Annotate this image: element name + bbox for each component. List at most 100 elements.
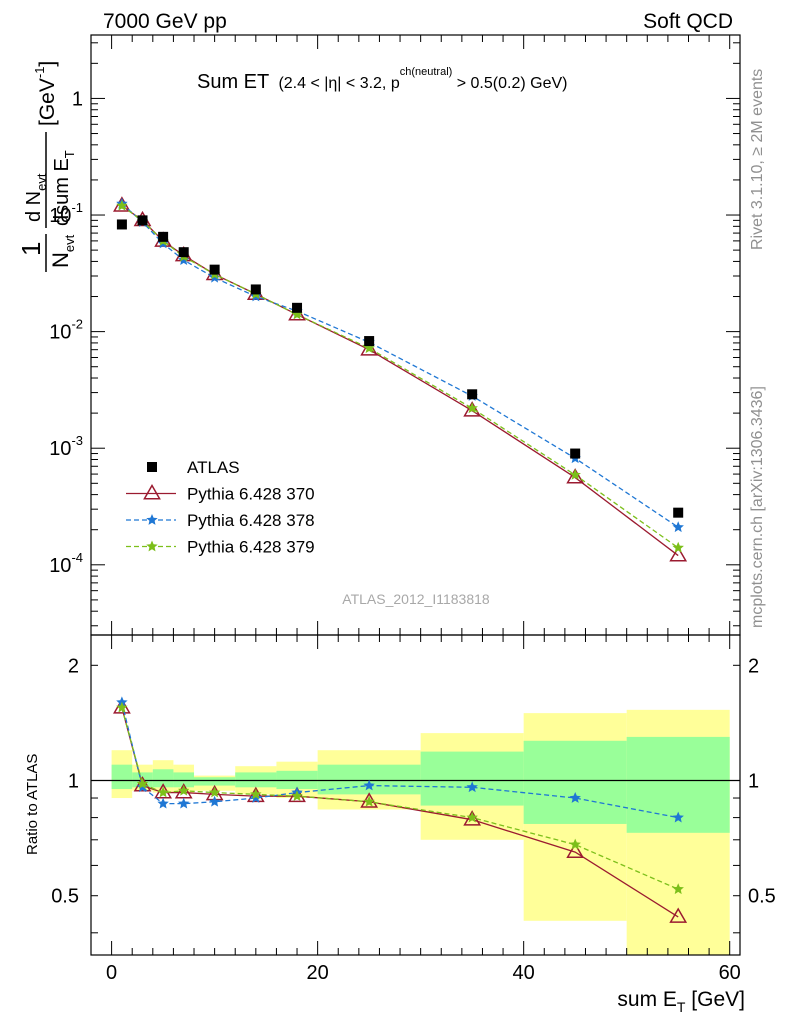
analysis-watermark: ATLAS_2012_I1183818 bbox=[342, 591, 490, 607]
ratio-series-1-point-8 bbox=[463, 810, 482, 826]
main-series-0-point-7 bbox=[364, 336, 375, 347]
ratio-series-3-point-4 bbox=[208, 786, 221, 798]
ratio-series-1-point-10 bbox=[669, 907, 688, 923]
ratio-panel-axes: 0.5 0.51 12 20 20 40 60 bbox=[51, 634, 776, 984]
ratio-series-2-point-4 bbox=[208, 795, 221, 807]
legend-marker-2 bbox=[146, 514, 158, 525]
xtick-label-3: 60 bbox=[719, 962, 741, 984]
ratio-series-2-point-10 bbox=[672, 811, 684, 823]
ratio-ytick-label-right-0: 0.5 bbox=[748, 886, 776, 908]
ratio-series-2-point-5 bbox=[250, 792, 262, 803]
main-ylabel: 1 Nevt d Nevt dsum ET [GeV-1] bbox=[16, 61, 77, 272]
band-green-0 bbox=[111, 764, 133, 790]
legend-label-1: Pythia 6.428 370 bbox=[187, 485, 315, 504]
main-series-0-point-8 bbox=[467, 389, 478, 400]
rivet-label: Rivet 3.1.10, ≥ 2M events bbox=[749, 69, 766, 250]
title-sub: (2.4 < |η| < 3.2, p bbox=[278, 75, 399, 92]
ratio-ylabel: Ratio to ATLAS bbox=[24, 754, 41, 855]
xtick-label-2: 40 bbox=[513, 962, 535, 984]
main-ytick-label-1: 10-3 bbox=[49, 433, 83, 460]
main-series-0-point-2 bbox=[158, 231, 169, 242]
main-ytick-label-3: 10-1 bbox=[49, 200, 83, 227]
legend-label-3: Pythia 6.428 379 bbox=[187, 538, 315, 557]
ratio-series-2-point-2 bbox=[157, 797, 169, 809]
ylabel-prefix-num: 1 bbox=[16, 242, 46, 256]
main-series-3-point-7 bbox=[363, 342, 375, 354]
ratio-series-3-point-0 bbox=[116, 701, 128, 713]
main-series-0-point-5 bbox=[250, 284, 261, 295]
ratio-series-1-point-9 bbox=[566, 842, 585, 859]
legend-marker-3 bbox=[146, 540, 158, 552]
legend-marker-1 bbox=[143, 483, 161, 500]
main-series-0-point-6 bbox=[292, 302, 303, 313]
main-series-3-point-10 bbox=[672, 541, 684, 553]
header-left: 7000 GeV pp bbox=[103, 10, 227, 33]
ratio-series-1-point-5 bbox=[246, 786, 265, 803]
main-ytick-label-4: 1 bbox=[72, 88, 83, 110]
main-series-3-point-0 bbox=[116, 199, 128, 211]
main-series-1-point-10 bbox=[669, 546, 688, 562]
title-sup: ch(neutral) bbox=[400, 66, 453, 78]
main-series-1-point-8 bbox=[463, 401, 482, 417]
ylabel-prefix-den: Nevt bbox=[48, 234, 77, 268]
main-series-2-point-10 bbox=[672, 521, 684, 533]
ylabel-unit: [GeV-1] bbox=[32, 61, 59, 126]
main-series-2-line bbox=[121, 203, 679, 528]
main-series-1-point-7 bbox=[360, 340, 379, 356]
main-panel-series bbox=[113, 196, 688, 562]
main-series-1-point-9 bbox=[566, 468, 585, 484]
main-ytick-label-2: 10-2 bbox=[49, 317, 83, 344]
band-green-3 bbox=[173, 772, 195, 788]
ratio-series-3-point-6 bbox=[291, 790, 303, 801]
main-series-0-point-0 bbox=[116, 219, 127, 230]
ratio-series-3-point-2 bbox=[157, 786, 169, 798]
main-series-2-point-4 bbox=[208, 271, 221, 283]
main-series-0-point-10 bbox=[673, 507, 684, 518]
band-green-4 bbox=[194, 777, 236, 786]
ylabel-denom: dsum ET bbox=[51, 150, 77, 226]
ratio-series-2-point-1 bbox=[136, 781, 149, 793]
ratio-series-3-point-5 bbox=[250, 788, 262, 800]
title-main: Sum ET bbox=[197, 71, 269, 93]
xtick-label-0: 0 bbox=[106, 962, 117, 984]
main-ytick-label-0: 10-4 bbox=[49, 550, 83, 577]
main-series-0-point-9 bbox=[570, 448, 581, 459]
ratio-series-3-point-9 bbox=[569, 838, 581, 850]
ratio-series-2-line bbox=[121, 702, 679, 819]
main-series-2-point-3 bbox=[178, 254, 190, 265]
legend-marker-0 bbox=[147, 462, 157, 472]
title-tail: > 0.5(0.2) GeV) bbox=[452, 75, 567, 92]
header-right: Soft QCD bbox=[643, 10, 733, 33]
main-series-3-point-6 bbox=[291, 308, 303, 320]
ratio-series-3-point-1 bbox=[136, 777, 149, 789]
legend-label-2: Pythia 6.428 378 bbox=[187, 511, 315, 530]
ratio-ytick-label-left-2: 2 bbox=[68, 655, 79, 677]
legend-label-0: ATLAS bbox=[187, 458, 240, 477]
ratio-series-3-point-8 bbox=[466, 811, 478, 823]
main-series-0-point-1 bbox=[137, 215, 148, 226]
ratio-series-2-point-9 bbox=[569, 792, 581, 803]
ratio-ytick-label-left-0: 0.5 bbox=[51, 886, 79, 908]
ratio-series-2-point-8 bbox=[466, 781, 478, 793]
ratio-ytick-label-right-2: 2 bbox=[748, 655, 759, 677]
ratio-series-2-point-7 bbox=[363, 779, 375, 791]
ratio-series-3-point-7 bbox=[363, 795, 375, 807]
xtick-label-1: 20 bbox=[307, 962, 329, 984]
plot-title: Sum ET (2.4 < |η| < 3.2, pch(neutral) > … bbox=[197, 66, 567, 93]
ratio-panel-series bbox=[113, 696, 688, 923]
frame bbox=[90, 634, 741, 956]
ratio-uncertainty-bands bbox=[111, 709, 730, 955]
main-series-0-point-4 bbox=[209, 264, 220, 275]
main-series-3-point-9 bbox=[569, 468, 581, 480]
ratio-ytick-label-right-1: 1 bbox=[748, 771, 759, 793]
band-green-7 bbox=[317, 764, 421, 795]
ylabel-numer: d Nevt bbox=[23, 173, 49, 222]
band-green-5 bbox=[235, 772, 277, 788]
band-green-2 bbox=[152, 769, 174, 788]
band-green-9 bbox=[523, 740, 627, 824]
band-green-8 bbox=[420, 751, 524, 806]
xlabel: sum ET [GeV] bbox=[617, 988, 745, 1015]
ratio-series-3-point-3 bbox=[178, 784, 190, 796]
ratio-series-3-point-10 bbox=[672, 883, 684, 895]
